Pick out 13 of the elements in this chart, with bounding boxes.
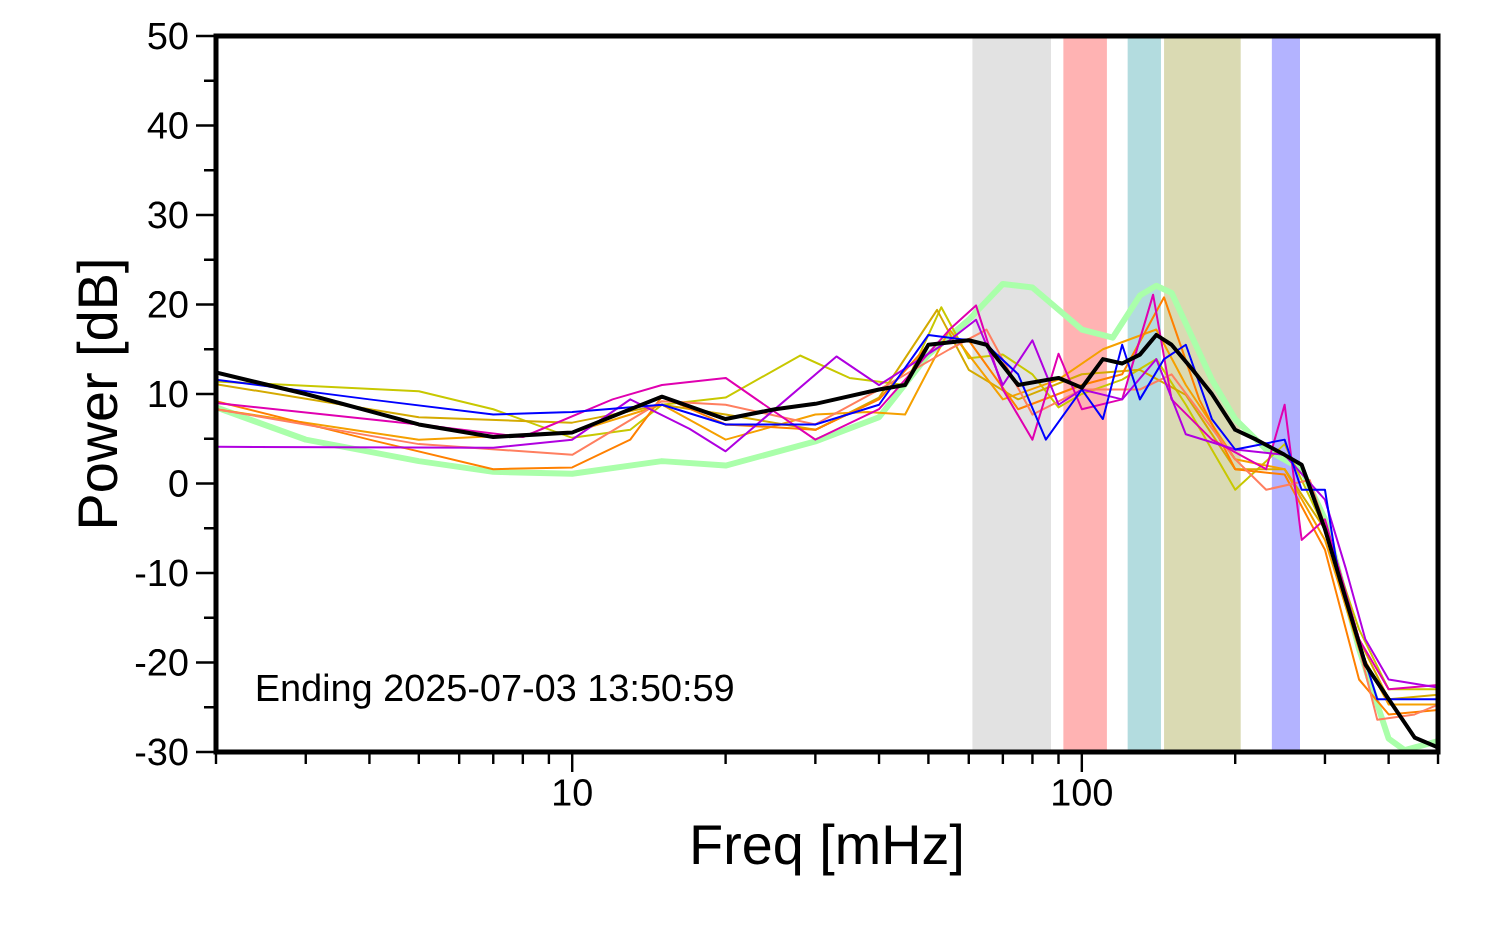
x-axis-title: Freq [mHz]	[693, 823, 961, 876]
x-tick-label: 100	[1053, 779, 1112, 806]
y-tick-label: -30	[135, 738, 188, 766]
y-tick-label: -10	[135, 559, 188, 587]
y-tick-label: 50	[148, 22, 188, 50]
y-axis-title: Power [dB]	[76, 261, 129, 526]
y-tick-label: 0	[169, 470, 188, 497]
y-tick-label: 20	[148, 291, 188, 318]
annotation: Ending 2025-07-03 13:50:59	[257, 673, 733, 709]
y-tick-label: 30	[148, 201, 188, 229]
y-tick-label: 10	[149, 380, 188, 408]
y-tick-label: 40	[147, 112, 188, 139]
y-tick-label: -20	[135, 649, 188, 676]
